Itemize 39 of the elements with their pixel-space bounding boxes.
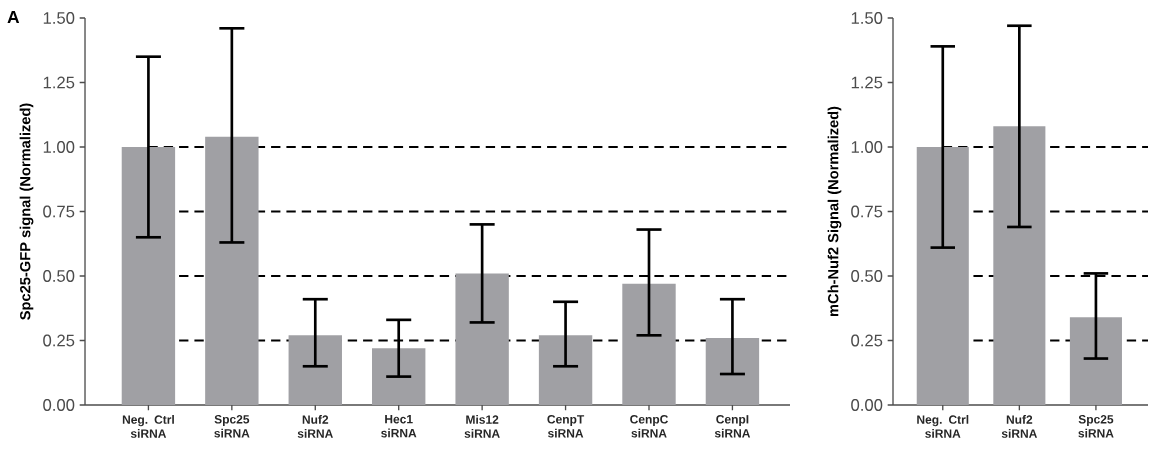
y-axis-title: Spc25-GFP signal (Normalized) [19,103,34,320]
bar [205,136,259,405]
bar [1069,317,1122,405]
y-tick-label: 1.25 [851,76,883,89]
bar [455,273,509,405]
bar [121,146,176,405]
bar [372,348,426,405]
x-tick-label: CenpC siRNA [630,415,669,438]
y-tick-label: 0.25 [43,334,75,347]
bar [993,126,1046,405]
bar [288,335,342,405]
x-tick-label: Nuf2 siRNA [1001,415,1038,438]
y-tick-label: 1.00 [43,141,75,153]
y-tick-label: 1.25 [43,76,75,89]
y-tick-label: 1.50 [43,12,75,24]
x-tick-label: Spc25 siRNA [214,415,250,438]
x-tick-label: Spc25 siRNA [1078,415,1114,438]
y-tick-label: 1.50 [851,12,883,24]
x-tick-label: Hec1 siRNA [381,415,417,438]
y-tick-label: 0.00 [851,399,883,411]
x-tick-label: Neg. Ctrl siRNA [917,415,969,438]
text: A [7,11,20,24]
y-tick-label: 0.75 [851,205,883,218]
y-tick-label: 0.75 [43,205,75,218]
bar [916,146,969,405]
x-tick-label: Nuf2 siRNA [297,415,333,438]
x-tick-label: CenpI siRNA [714,415,751,438]
bar [538,335,593,405]
y-tick-label: 0.50 [43,270,75,282]
y-tick-label: 1.00 [851,141,883,153]
bar [622,283,676,405]
x-tick-label: CenpT siRNA [547,415,585,438]
y-tick-label: 0.50 [851,270,883,282]
y-axis-title: mCh-Nuf2 Signal (Normalized) [827,106,842,317]
x-tick-label: Mis12 siRNA [464,415,500,438]
y-tick-label: 0.00 [43,399,75,411]
x-tick-label: Neg. Ctrl siRNA [122,415,174,438]
y-tick-label: 0.25 [851,334,883,347]
bar [705,337,760,405]
